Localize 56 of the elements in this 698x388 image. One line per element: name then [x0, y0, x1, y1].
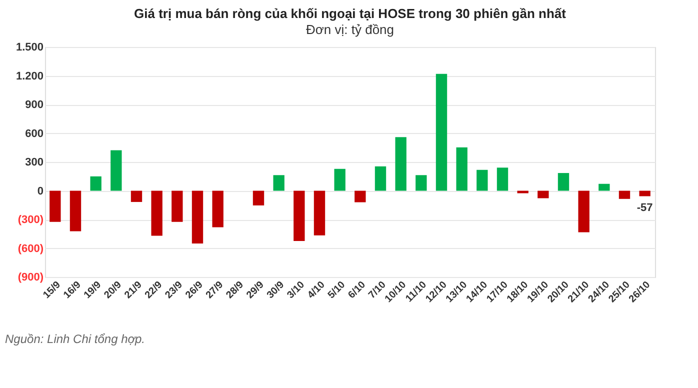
bar [416, 175, 427, 191]
bar [558, 173, 570, 191]
y-tick-label: 1.500 [16, 42, 44, 54]
x-tick-label: 20/9 [102, 279, 124, 302]
bar [273, 175, 284, 191]
x-tick-label: 29/9 [244, 279, 267, 302]
bar [70, 190, 82, 232]
x-tick-label: 6/10 [346, 279, 368, 302]
bar [496, 168, 508, 191]
y-tick-label: (900) [18, 272, 44, 284]
bar [252, 190, 264, 206]
y-tick-label: 600 [25, 128, 44, 140]
bar [151, 190, 162, 236]
y-tick-label: 0 [37, 185, 44, 198]
x-tick-label: 22/9 [143, 279, 165, 302]
bar [212, 190, 224, 228]
bar [639, 190, 650, 196]
bar [130, 190, 142, 202]
bar [90, 176, 102, 191]
text: Nguồn: Linh Chi tổng hợp. [5, 332, 146, 346]
chart-subtitle: Đơn vị: tỷ đồng [306, 22, 394, 37]
x-tick-label: 3/10 [285, 279, 308, 302]
x-tick-label: 26/9 [184, 279, 206, 302]
y-tick-label: 900 [25, 99, 44, 111]
bar [354, 190, 366, 202]
bar [476, 170, 488, 191]
chart-title: Giá trị mua bán ròng của khối ngoại tại HOSE trong 30 phiên gần nhất [134, 6, 567, 21]
bar [374, 166, 386, 191]
bar [314, 190, 326, 236]
bar [172, 190, 183, 222]
bar [436, 74, 448, 191]
bar [578, 190, 590, 232]
bar [538, 190, 549, 198]
x-tick-label: 16/9 [62, 279, 84, 302]
y-tick-label: 1.200 [16, 70, 44, 82]
x-tick-label: 4/10 [306, 279, 328, 302]
x-tick-label: 27/9 [204, 279, 226, 302]
bar [334, 168, 346, 191]
bar [294, 190, 305, 241]
bar [192, 190, 204, 244]
bar [456, 147, 468, 191]
bar [50, 190, 61, 222]
x-tick-label: 5/10 [326, 279, 348, 302]
data-label: -57 [636, 202, 653, 214]
x-tick-label: 21/9 [122, 279, 145, 302]
bar [598, 184, 610, 191]
y-tick-label: 300 [25, 156, 44, 168]
bar [110, 150, 122, 191]
bar [618, 190, 630, 199]
y-tick-label: (300) [18, 214, 44, 226]
x-tick-label: 23/9 [163, 279, 186, 302]
x-tick-label: 30/9 [265, 279, 287, 302]
x-tick-label: 19/9 [82, 279, 104, 302]
y-tick-label: (600) [18, 242, 44, 255]
x-tick-label: 28/9 [224, 279, 246, 302]
bar [395, 137, 406, 191]
